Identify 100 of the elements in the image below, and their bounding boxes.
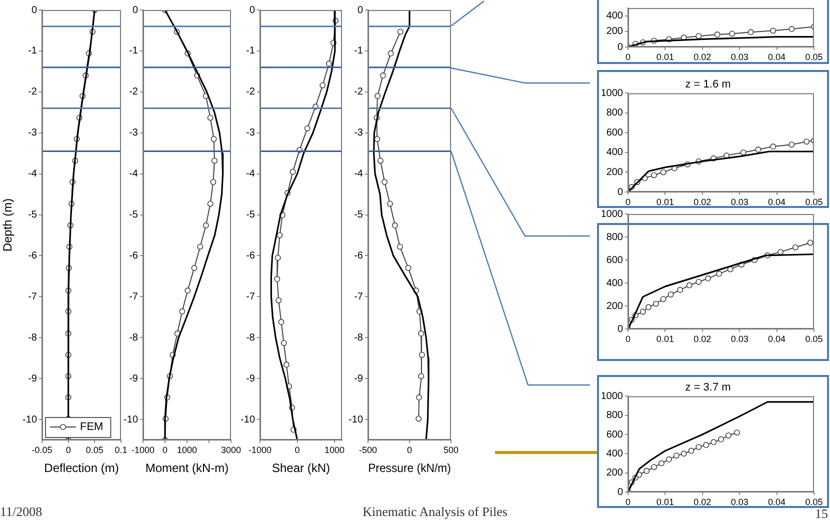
y-tick-label: -9: [129, 373, 138, 384]
y-tick-label: -8: [354, 332, 364, 344]
y-tick-label: -2: [28, 86, 38, 98]
y-axis-title: Depth (m): [0, 198, 15, 252]
y-tick-label: -7: [28, 291, 38, 302]
y-tick-label: 800: [606, 232, 624, 243]
x-tick-label: 0.04: [768, 196, 786, 207]
y-tick-label: -4: [354, 168, 364, 180]
y-tick-label: 0: [617, 486, 624, 498]
chart-title: z = 3.7 m: [685, 382, 731, 394]
x-tick-label: -1000: [248, 444, 272, 455]
x-tick-label: 0: [625, 196, 631, 207]
y-tick-label: -5: [246, 210, 256, 221]
y-tick-label: -5: [129, 210, 138, 221]
text: 11/2008: [0, 504, 42, 520]
y-tick-label: 0: [617, 324, 624, 335]
x-tick-label: 0.01: [656, 196, 674, 207]
x-tick-label: 0: [625, 52, 631, 62]
x-axis-title: Shear (kN): [272, 461, 330, 476]
y-tick-label: 600: [606, 254, 624, 266]
y-tick-label: 0: [357, 4, 364, 16]
y-tick-label: -10: [240, 414, 256, 426]
chart-title: z = 1.6 m: [685, 78, 731, 91]
x-tick-label: 0.02: [694, 496, 712, 507]
x-tick-label: 0.1: [114, 444, 128, 455]
y-tick-label: -3: [246, 128, 256, 139]
text: 15: [815, 506, 828, 521]
x-tick-label: 0.04: [768, 52, 786, 62]
x-tick-label: 0.05: [805, 496, 823, 507]
x-tick-label: 500: [443, 444, 459, 455]
y-tick-label: 800: [606, 410, 624, 422]
y-tick-label: 200: [606, 26, 624, 38]
y-tick-label: -7: [246, 291, 256, 302]
text: Kinematic Analysis of Piles: [362, 504, 508, 520]
x-tick-label: 0.05: [805, 196, 823, 207]
y-tick-label: -9: [28, 373, 38, 384]
x-tick-label: 3000: [220, 444, 242, 455]
x-tick-label: 1000: [324, 444, 345, 455]
y-tick-label: -7: [354, 291, 364, 302]
x-tick-label: 0.03: [730, 334, 748, 344]
x-tick-label: 0.01: [656, 52, 674, 62]
y-tick-label: -7: [129, 291, 138, 302]
x-tick-label: 0.05: [805, 52, 823, 62]
x-tick-label: 0.05: [805, 334, 823, 344]
x-tick-label: -0.05: [32, 444, 52, 455]
x-axis-title: Pressure (kN/m): [368, 462, 452, 476]
y-tick-label: 200: [606, 300, 624, 312]
y-tick-label: 400: [606, 147, 624, 158]
x-tick-label: 0: [66, 444, 71, 455]
x-tick-label: 0.01: [656, 334, 674, 344]
y-tick-label: -6: [246, 250, 256, 262]
y-tick-label: -8: [246, 332, 256, 344]
y-tick-label: 0: [617, 42, 624, 53]
x-tick-label: 0: [625, 334, 631, 344]
y-tick-label: 400: [606, 448, 624, 460]
y-tick-label: -10: [124, 414, 138, 426]
y-tick-label: -9: [354, 373, 364, 384]
y-tick-label: -9: [246, 373, 256, 384]
y-tick-label: -8: [129, 332, 138, 344]
y-tick-label: 600: [606, 429, 624, 440]
y-tick-label: -2: [354, 86, 364, 98]
x-tick-label: 0: [625, 496, 631, 507]
x-tick-label: 0.02: [694, 52, 712, 62]
y-tick-label: -3: [354, 128, 364, 139]
y-tick-label: -5: [28, 210, 38, 221]
x-tick-label: 0.03: [730, 496, 748, 507]
y-tick-label: 0: [617, 186, 624, 198]
y-tick-label: -4: [28, 168, 38, 180]
y-tick-label: 200: [606, 166, 624, 178]
x-tick-label: 0.01: [656, 496, 674, 507]
x-axis-title: Deflection (m): [44, 461, 119, 476]
y-tick-label: -6: [354, 250, 364, 262]
y-tick-label: -1: [28, 46, 38, 57]
y-tick-label: 400: [606, 10, 624, 22]
x-tick-label: -1000: [131, 444, 155, 455]
legend-label: FEM: [80, 421, 104, 434]
y-tick-label: -2: [246, 86, 256, 98]
x-tick-label: 0: [294, 444, 300, 455]
y-tick-label: 400: [606, 278, 624, 289]
y-tick-label: 800: [606, 108, 624, 119]
y-tick-label: 0: [249, 4, 256, 16]
y-tick-label: -5: [354, 210, 364, 221]
x-axis-title: Moment (kN-m): [145, 461, 229, 476]
y-tick-label: -1: [354, 46, 364, 57]
x-tick-label: 0.03: [730, 52, 748, 62]
x-tick-label: 0: [406, 444, 412, 455]
y-tick-label: -4: [246, 168, 256, 180]
y-tick-label: -3: [28, 128, 38, 139]
y-tick-label: -1: [129, 46, 138, 57]
y-tick-label: 600: [606, 127, 624, 138]
y-tick-label: 0: [132, 4, 138, 16]
y-tick-label: -3: [129, 128, 138, 139]
y-tick-label: -10: [348, 414, 364, 426]
x-tick-label: 0.02: [694, 196, 712, 207]
y-tick-label: -8: [28, 332, 38, 344]
y-tick-label: -10: [22, 414, 38, 426]
y-tick-label: -1: [246, 46, 256, 57]
x-tick-label: 1000: [176, 444, 198, 455]
y-tick-label: -6: [28, 250, 38, 262]
x-tick-label: 0.04: [768, 334, 786, 344]
